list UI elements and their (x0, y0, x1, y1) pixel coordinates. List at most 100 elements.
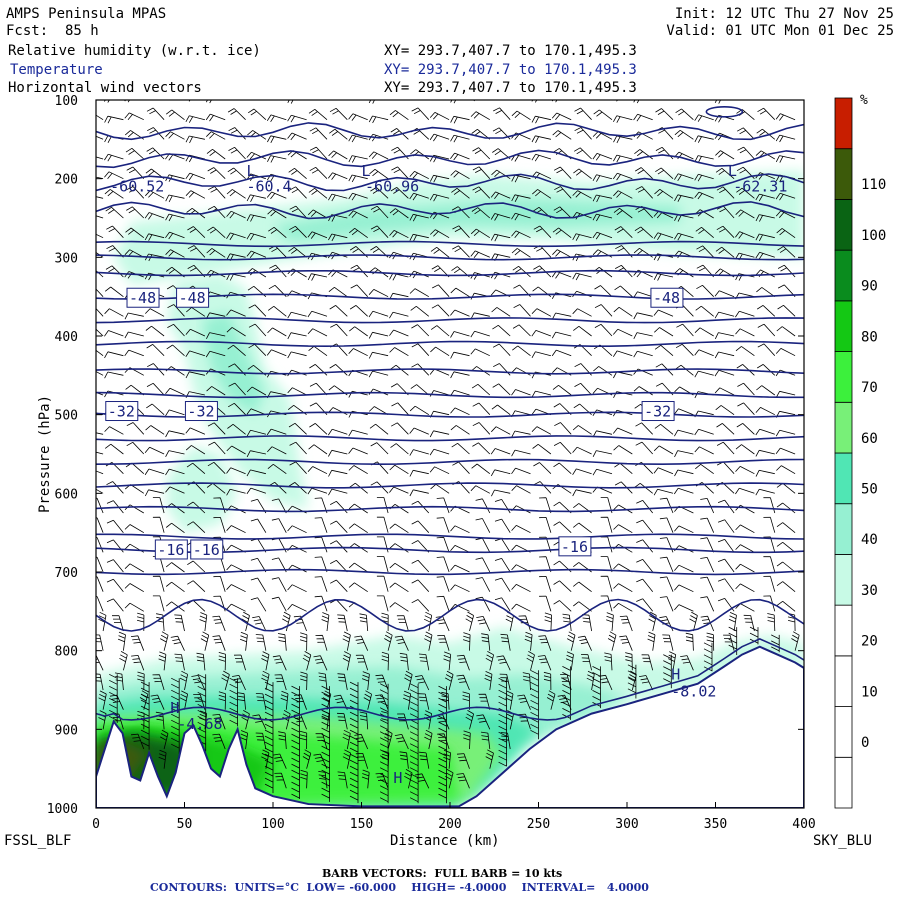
wind-barb (424, 631, 433, 651)
wind-barb (450, 525, 470, 534)
wind-barb (544, 612, 552, 632)
contour-label: -16 (561, 538, 588, 556)
contour-label-box (176, 287, 210, 308)
contour-labels: -60.52L-60.4L-60.96L-62.31-48 -48 -48-32 -3… (105, 162, 787, 787)
wind-barb (586, 670, 595, 691)
wind-barb (369, 423, 389, 435)
wind-barb (443, 749, 451, 769)
wind-barb (348, 210, 368, 219)
wind-barb (174, 653, 185, 671)
wind-barb (327, 428, 348, 436)
contour-label: L (362, 162, 371, 180)
wind-barb (389, 562, 409, 573)
wind-barb (451, 442, 470, 455)
wind-barb (287, 311, 307, 319)
y-tick-label: 300 (55, 251, 78, 266)
wind-barb (139, 690, 149, 710)
wind-barb (653, 232, 674, 241)
contour-label: -48 (179, 289, 206, 307)
isotherm-closed (705, 106, 744, 118)
x-axis-label: Distance (km) (390, 833, 500, 849)
wind-barb (315, 634, 328, 651)
wind-barb (723, 634, 735, 651)
wind-barb (152, 595, 165, 612)
wind-barb-column (530, 669, 539, 740)
wind-barb (187, 226, 206, 238)
wind-barb (348, 465, 368, 475)
wind-barb (755, 214, 775, 222)
wind-barb-column (349, 681, 359, 804)
wind-barb (593, 266, 613, 278)
wind-barb (472, 186, 491, 199)
wind-barb (472, 422, 491, 435)
wind-barb (411, 107, 430, 120)
wind-barb (165, 387, 185, 396)
wind-barb (775, 210, 796, 219)
wind-barb (96, 451, 104, 455)
wind-barb (572, 468, 592, 476)
wind-barb (613, 154, 633, 163)
wind-barb (206, 131, 226, 140)
wind-barb (775, 113, 796, 121)
wind-barb (613, 602, 633, 612)
colorbar-swatch (834, 97, 853, 150)
wind-barb (165, 366, 185, 376)
wind-barb (735, 231, 755, 239)
wind-barb (552, 312, 572, 320)
wind-barb (389, 464, 409, 475)
wind-barb (424, 729, 433, 750)
isotherm-line (96, 317, 804, 324)
wind-barb (191, 675, 206, 691)
wind-barb (674, 450, 694, 458)
wind-barb (396, 615, 409, 632)
wind-barb (463, 730, 471, 750)
wind-barb (271, 596, 287, 612)
wind-barb (470, 272, 490, 280)
wind-barb (700, 596, 715, 612)
wind-barb (342, 729, 351, 750)
wind-barb (314, 576, 328, 592)
wind-barb (635, 422, 653, 435)
colorbar-swatch (834, 655, 853, 707)
wind-barb (361, 769, 370, 789)
colorbar-label: 50 (861, 482, 878, 498)
wind-barb (619, 615, 633, 632)
wind-barb (633, 332, 653, 339)
wind-barb (244, 100, 246, 101)
wind-barb-column (592, 666, 601, 709)
wind-barb (287, 387, 307, 396)
wind-barb (342, 631, 351, 651)
barb-note: BARB VECTORS: FULL BARB = 10 kts (322, 867, 563, 880)
wind-barb (206, 386, 226, 396)
wind-barb (399, 652, 409, 671)
wind-barb (496, 655, 511, 671)
wind-barb (512, 265, 531, 278)
wind-barb (636, 539, 654, 553)
wind-barb (183, 100, 185, 101)
wind-barb (207, 167, 226, 179)
wind-barb (376, 536, 389, 553)
wind-barb (125, 462, 145, 474)
wind-barb (494, 577, 511, 592)
wind-barb-column (264, 681, 274, 794)
wind-barb-column (771, 634, 780, 653)
wind-barb (735, 487, 755, 495)
wind-barb (700, 576, 715, 592)
wind-barb (539, 576, 552, 592)
wind-barb (714, 351, 735, 359)
wind-barb (581, 614, 592, 632)
wind-barb (104, 286, 124, 298)
wind-barb (309, 423, 328, 435)
wind-barb (531, 100, 551, 103)
wind-barb (354, 635, 369, 651)
contour-label: L (246, 162, 255, 180)
wind-barb (307, 273, 328, 281)
wind-barb (450, 152, 470, 161)
wind-barb (592, 450, 613, 457)
isotherm-line (96, 254, 804, 261)
wind-barb (109, 694, 124, 710)
wind-barb (518, 713, 531, 730)
wind-barb (735, 346, 755, 357)
wind-barb (592, 174, 613, 182)
colorbar-label: 40 (861, 532, 878, 548)
